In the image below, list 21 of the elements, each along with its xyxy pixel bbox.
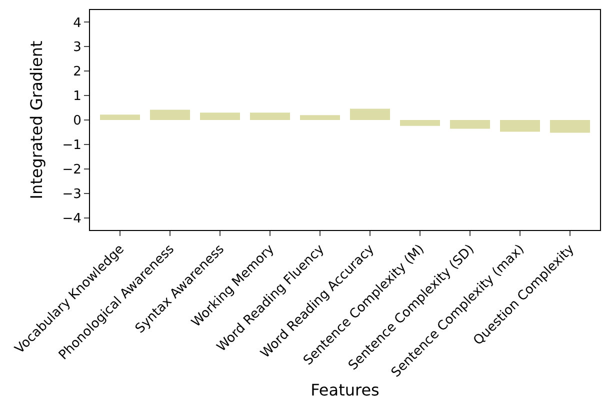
bar bbox=[200, 112, 240, 120]
bar bbox=[250, 112, 290, 120]
y-tick-label: −3 bbox=[62, 186, 82, 202]
bar bbox=[400, 120, 440, 126]
y-tick-label: 4 bbox=[73, 16, 82, 31]
y-tick-label: 3 bbox=[73, 40, 82, 56]
y-tick-label: 2 bbox=[73, 64, 82, 80]
bar bbox=[150, 110, 190, 120]
bar bbox=[450, 120, 490, 129]
bar bbox=[500, 120, 540, 132]
bar bbox=[550, 120, 590, 133]
bar bbox=[100, 114, 140, 120]
bar bbox=[300, 115, 340, 120]
y-tick-label: −4 bbox=[62, 211, 82, 226]
bar bbox=[350, 108, 390, 120]
y-tick-label: 1 bbox=[73, 89, 82, 104]
y-tick-label: −1 bbox=[62, 138, 82, 153]
y-axis-title: Integrated Gradient bbox=[27, 40, 46, 200]
y-tick-label: −2 bbox=[62, 162, 82, 178]
y-tick-label: 0 bbox=[73, 114, 82, 129]
x-axis-title: Features bbox=[310, 380, 380, 400]
